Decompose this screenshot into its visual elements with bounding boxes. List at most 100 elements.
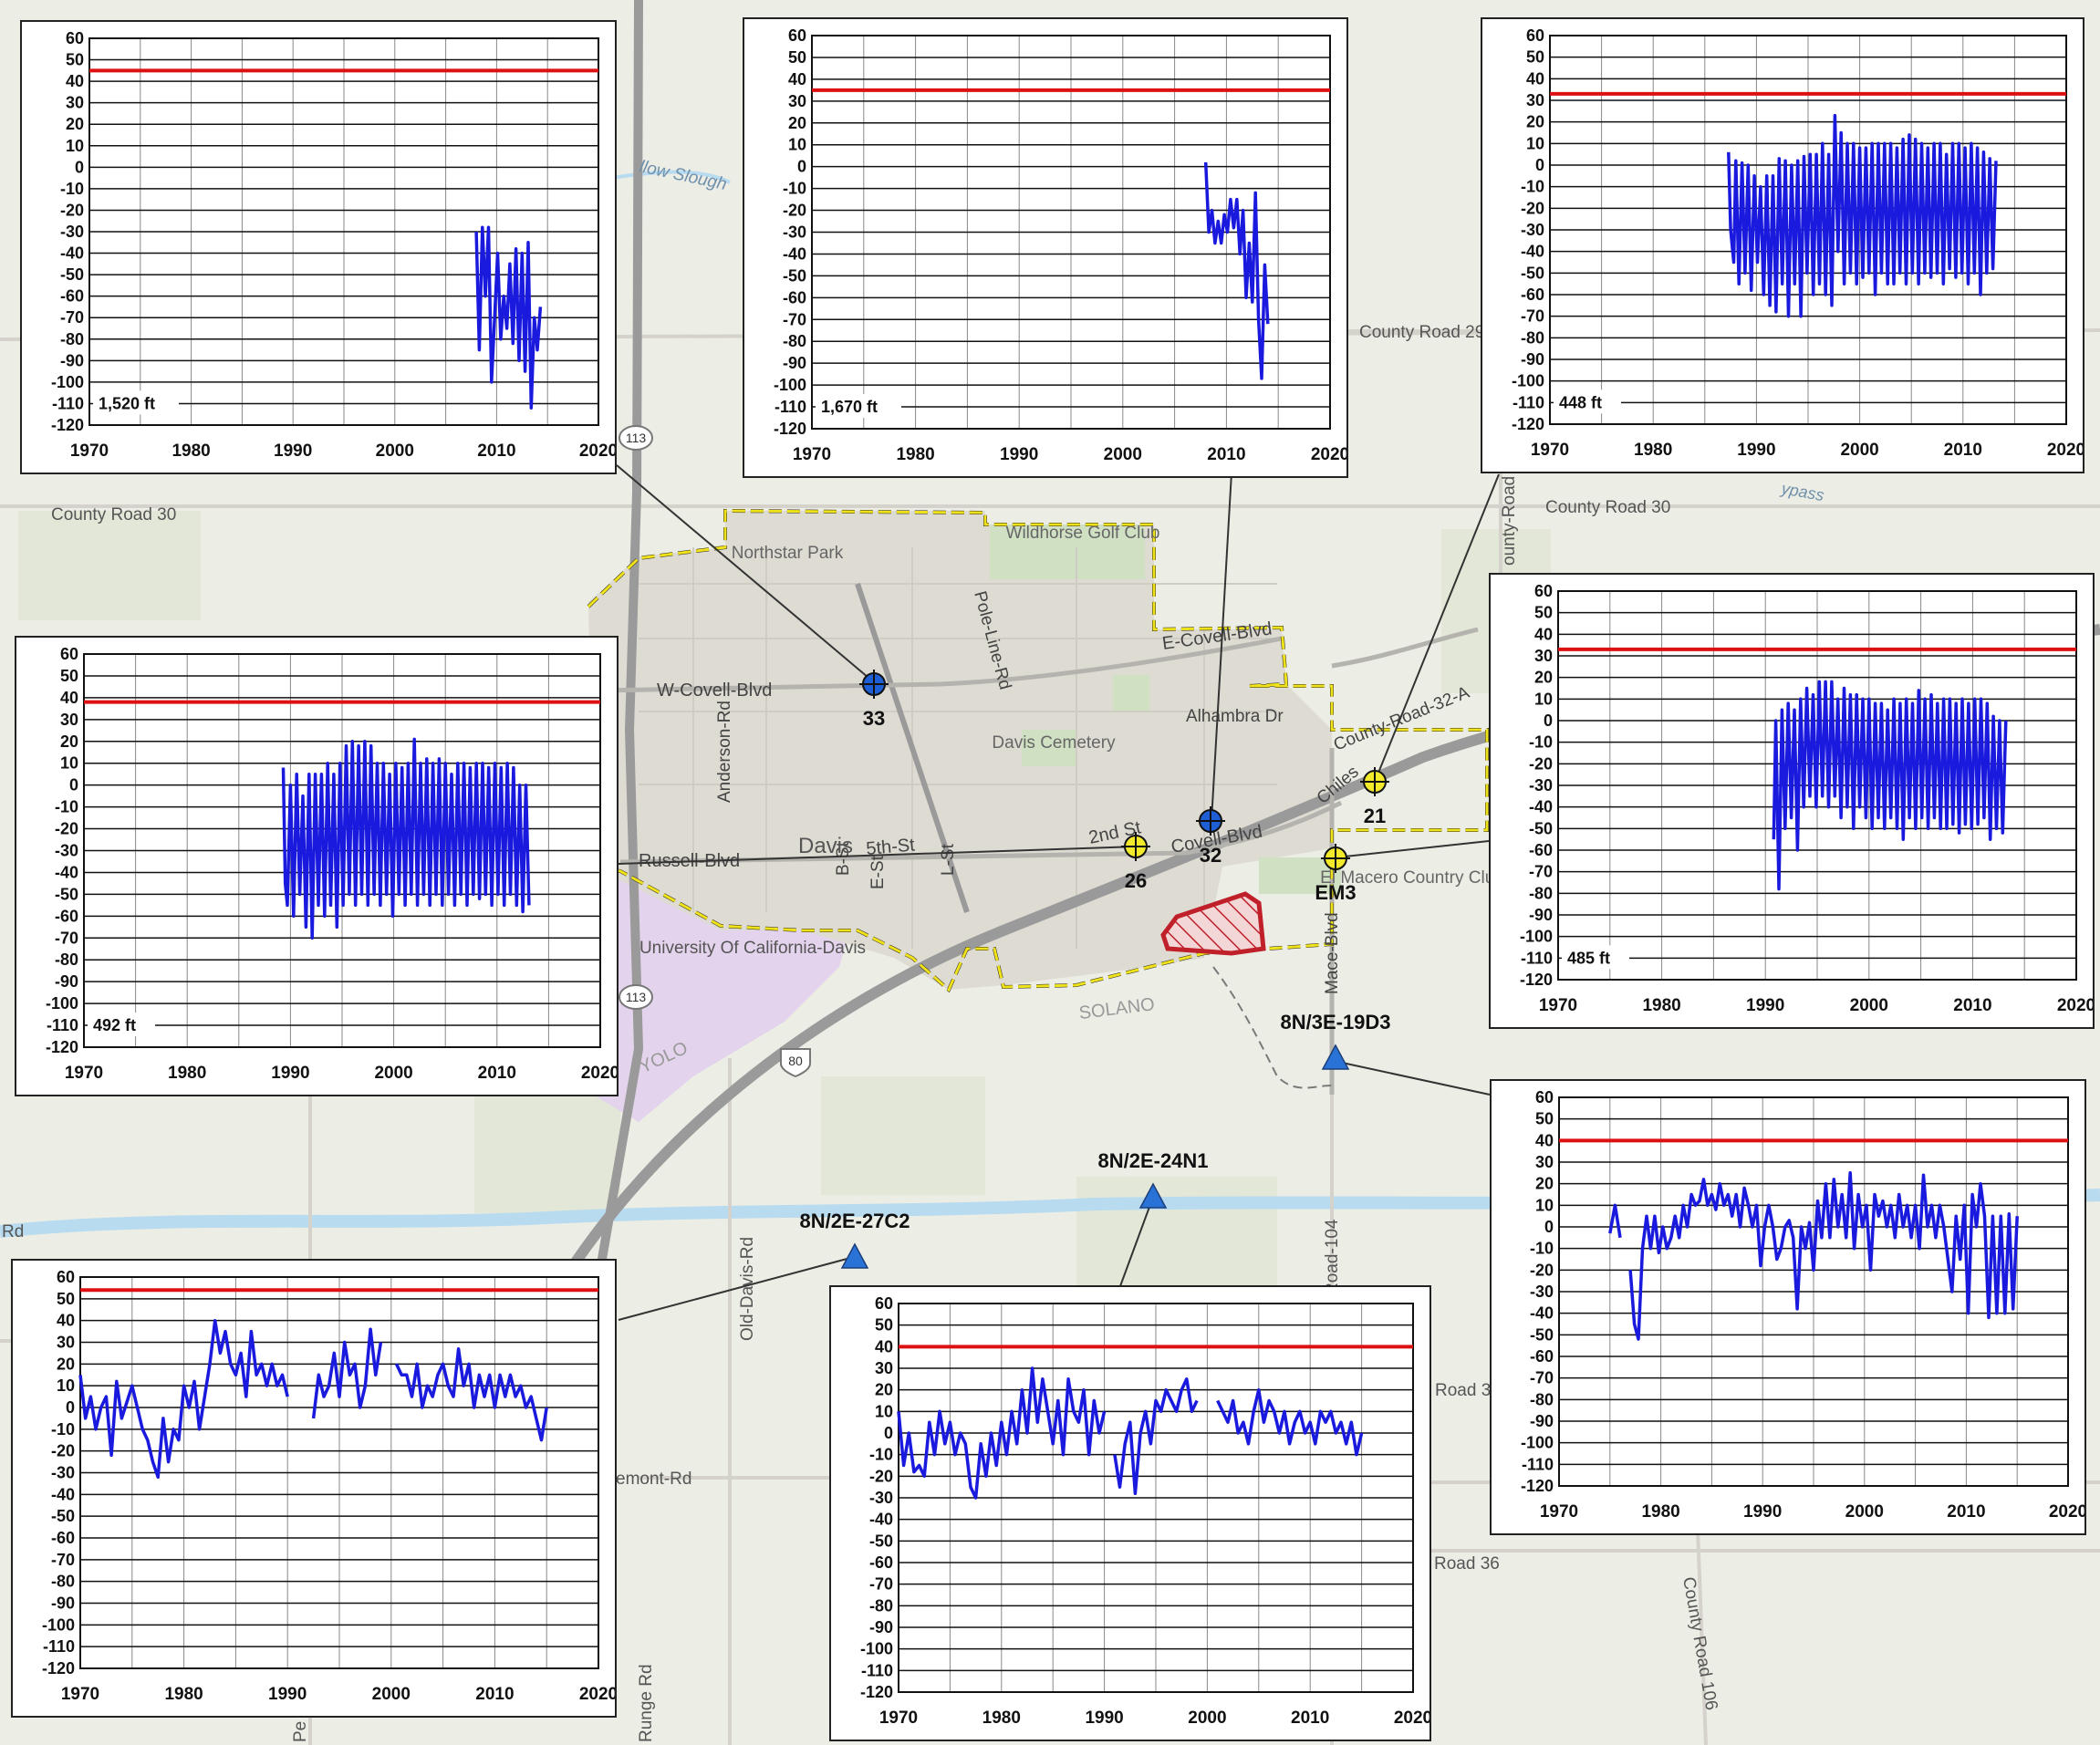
- y-tick-label: -50: [783, 266, 806, 285]
- y-tick-label: -120: [1512, 415, 1544, 433]
- well-depth-label-bg: [1562, 945, 1629, 970]
- well-33-marker[interactable]: 33: [859, 670, 889, 730]
- water-level-series: [1203, 161, 1270, 380]
- well-27c2-marker[interactable]: 8N/2E-27C2: [799, 1210, 910, 1269]
- plot-frame: [83, 653, 601, 1048]
- y-tick-label: -30: [783, 223, 806, 242]
- y-tick-label: -80: [1529, 884, 1553, 902]
- well-label: 32: [1200, 844, 1222, 867]
- y-tick-label: -120: [774, 420, 806, 438]
- well-19d3-marker[interactable]: 8N/3E-19D3: [1280, 1011, 1391, 1070]
- road-label: County Road 30: [1545, 498, 1670, 517]
- y-tick-label: -40: [1530, 1304, 1554, 1323]
- plot-frame: [79, 1276, 599, 1669]
- shield-label: 113: [626, 990, 647, 1004]
- hydrograph-well-33: 60 50 40 30 20 10 0 -10 -20 -30 -40 -50 -60 -70 -80 -90…: [20, 20, 617, 474]
- x-tick-label: 2010: [475, 1685, 514, 1704]
- county-boundary: [1212, 966, 1333, 1089]
- water-level-series: [78, 1318, 289, 1480]
- x-tick-label: 2000: [1850, 996, 1888, 1015]
- y-tick-label: 50: [60, 667, 78, 685]
- y-tick-label: -10: [51, 1420, 75, 1439]
- y-tick-label: -110: [47, 1016, 78, 1034]
- x-tick-label: 1980: [1634, 441, 1672, 460]
- y-tick-label: -10: [869, 1446, 893, 1464]
- y-tick-label: -90: [51, 1594, 75, 1613]
- x-tick-label: 2020: [2047, 441, 2083, 460]
- well-32-marker[interactable]: 32: [1196, 806, 1225, 867]
- well-label: 26: [1125, 869, 1147, 892]
- y-tick-label: -10: [60, 180, 84, 198]
- well-label: 8N/2E-24N1: [1097, 1149, 1208, 1172]
- y-tick-label: -90: [1521, 350, 1544, 369]
- y-tick-label: -110: [52, 394, 84, 412]
- y-tick-label: -80: [60, 330, 84, 348]
- place-label: University Of California-Davis: [639, 939, 866, 958]
- y-tick-label: -70: [51, 1551, 75, 1569]
- x-tick-label: 2010: [1291, 1709, 1329, 1728]
- y-tick-label: -40: [51, 1485, 75, 1503]
- water-level-series: [1628, 1171, 2019, 1341]
- y-tick-label: 0: [1544, 712, 1553, 730]
- x-tick-label: 1970: [61, 1685, 99, 1704]
- y-tick-label: -40: [783, 244, 806, 263]
- y-tick-label: 10: [57, 1376, 75, 1395]
- y-tick-label: -30: [869, 1489, 893, 1507]
- city-limit-boundary-fill: [587, 509, 1489, 992]
- y-tick-label: -100: [51, 373, 84, 391]
- place-label: Northstar Park: [732, 544, 844, 563]
- x-tick-label: 1980: [172, 441, 210, 461]
- street-grid: [639, 547, 1277, 949]
- y-tick-label: -30: [51, 1464, 75, 1482]
- hydrograph-well-em3: 60 50 40 30 20 10 0 -10 -20 -30 -40 -50 -60 -70 -80 -90…: [1489, 573, 2095, 1029]
- road-label: Road 3: [1435, 1381, 1491, 1400]
- y-tick-label: 40: [1535, 1131, 1554, 1149]
- road-label: emont-Rd: [616, 1470, 691, 1489]
- shield-113-north: 113: [619, 425, 653, 451]
- road-label: Rd: [2, 1222, 24, 1241]
- field-patches: [18, 511, 1788, 1314]
- y-tick-label: 50: [1526, 48, 1544, 67]
- road-label: County Road 29: [1359, 323, 1484, 342]
- y-tick-label: -50: [60, 265, 84, 284]
- well-26-marker[interactable]: 26: [1121, 832, 1150, 892]
- y-tick-label: -20: [55, 820, 78, 838]
- x-tick-label: 2000: [376, 441, 414, 461]
- x-tick-label: 1990: [1743, 1502, 1782, 1522]
- hydrograph-well-21: 60 50 40 30 20 10 0 -10 -20 -30 -40 -50 -60 -70 -80 -90…: [1481, 17, 2084, 473]
- well-21-marker[interactable]: 21: [1360, 767, 1389, 827]
- y-tick-label: 60: [1534, 582, 1553, 600]
- plot-frame: [1558, 1096, 2069, 1487]
- x-tick-label: 2000: [1104, 445, 1142, 464]
- hydrograph-well-32: 60 50 40 30 20 10 0 -10 -20 -30 -40 -50 -60 -70 -80 -90…: [743, 17, 1348, 478]
- y-tick-label: 40: [788, 70, 806, 88]
- y-tick-label: -20: [783, 202, 806, 220]
- y-tick-label: -30: [1529, 776, 1553, 795]
- y-tick-label: -60: [1530, 1347, 1554, 1366]
- well-label: 33: [863, 707, 885, 730]
- hydrograph-svg: 6050403020100-10-20-30-40-50-60-70-80-90…: [46, 645, 617, 1083]
- y-tick-label: -20: [60, 201, 84, 219]
- x-tick-label: 2000: [1845, 1502, 1884, 1522]
- place-label: Davis: [798, 834, 853, 858]
- plot-frame: [1557, 590, 2077, 981]
- y-tick-label: 20: [60, 732, 78, 751]
- y-tick-label: -40: [1529, 798, 1553, 816]
- x-tick-label: 2010: [1207, 445, 1245, 464]
- road-label: County Road 30: [51, 505, 176, 525]
- well-em3-marker[interactable]: EM3: [1315, 844, 1357, 904]
- y-tick-label: -30: [55, 842, 78, 860]
- y-tick-label: 50: [875, 1316, 893, 1335]
- y-tick-label: -50: [55, 885, 78, 903]
- x-tick-label: 1980: [982, 1709, 1021, 1728]
- y-tick-label: -110: [775, 398, 806, 416]
- x-tick-label: 2020: [1311, 445, 1346, 464]
- x-tick-label: 1990: [1746, 996, 1784, 1015]
- y-tick-label: 10: [1535, 1196, 1554, 1214]
- water-level-series: [1216, 1387, 1364, 1457]
- y-tick-label: -100: [42, 1615, 75, 1634]
- well-24n1-marker[interactable]: 8N/2E-24N1: [1097, 1149, 1209, 1209]
- plot-frame: [898, 1303, 1414, 1693]
- x-tick-label: 1970: [70, 441, 109, 461]
- place-label: Davis Cemetery: [992, 733, 1116, 753]
